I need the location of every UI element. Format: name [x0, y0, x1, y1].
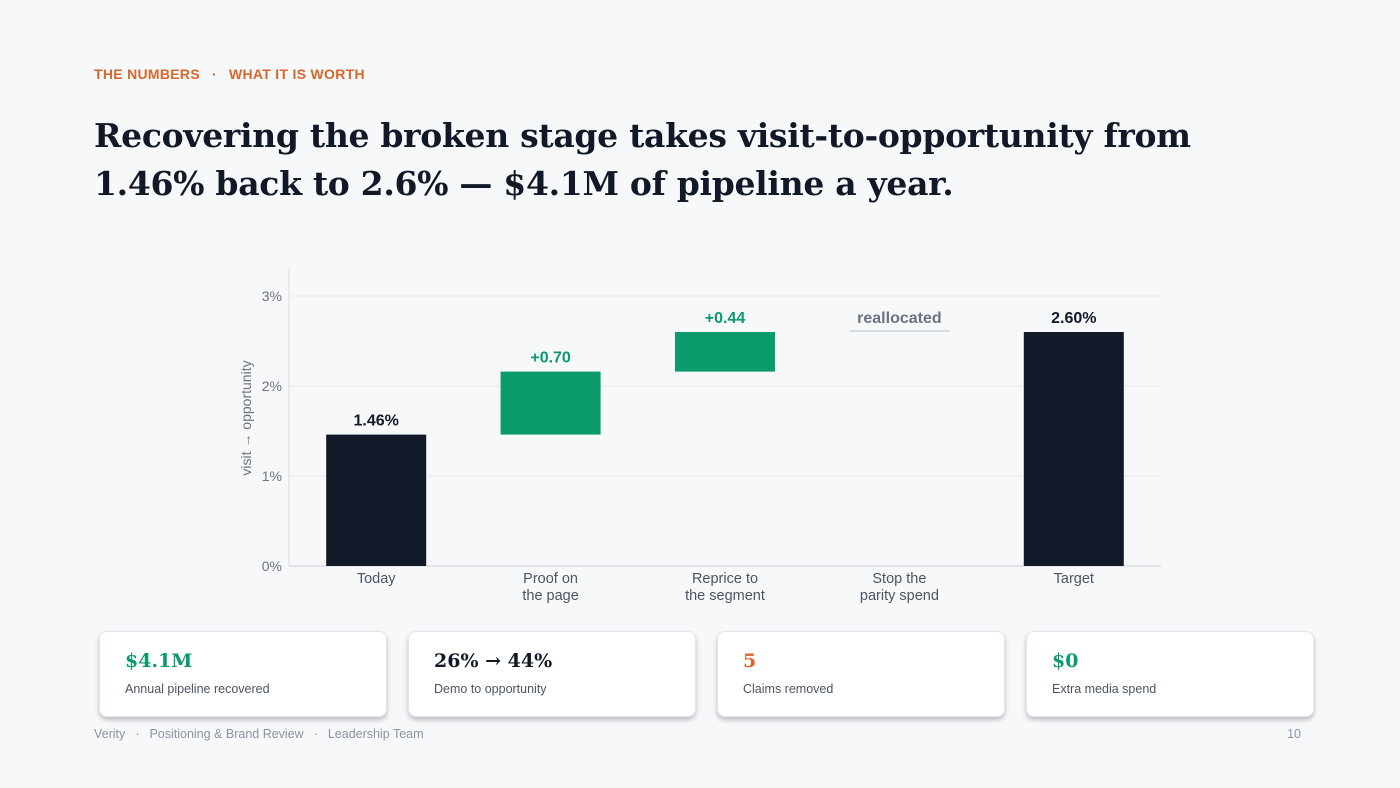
x-tick-label: parity spend [860, 588, 939, 604]
x-tick-label: Target [1054, 571, 1094, 587]
x-tick-label: Reprice to [692, 571, 758, 587]
page-number: 10 [1287, 727, 1301, 741]
y-tick-label: 3% [262, 288, 282, 304]
kpi-value: 5 [743, 650, 757, 672]
kpi-card-media: $0 Extra media spend [1026, 631, 1314, 717]
delta-bar [500, 371, 601, 435]
x-tick-label: Stop the [872, 571, 926, 587]
kpi-card-claims: 5 Claims removed [717, 631, 1005, 717]
footer: Verity · Positioning & Brand Review · Le… [94, 727, 424, 741]
kpi-label: Annual pipeline recovered [125, 682, 270, 696]
footer-separator: · [313, 727, 318, 741]
y-tick-label: 1% [262, 468, 282, 484]
kpi-value: $4.1M [125, 650, 193, 672]
eyebrow-section: THE NUMBERS [94, 66, 200, 82]
kpi-value: $0 [1052, 650, 1079, 672]
delta-bar [675, 332, 775, 372]
kpi-card-demo: 26% → 44% Demo to opportunity [408, 631, 696, 717]
x-tick-label: the segment [685, 588, 765, 604]
y-tick-label: 2% [262, 378, 282, 394]
total-bar [326, 434, 427, 566]
kpi-cards: $4.1M Annual pipeline recovered 26% → 44… [99, 631, 1314, 717]
eyebrow-subsection: WHAT IT IS WORTH [228, 66, 365, 82]
page-title: Recovering the broken stage takes visit-… [94, 116, 1191, 203]
kpi-label: Demo to opportunity [434, 682, 547, 696]
data-label: 2.60% [1051, 310, 1096, 327]
data-label: +0.70 [530, 350, 571, 367]
eyebrow-separator: · [211, 66, 217, 82]
kpi-label: Claims removed [743, 682, 834, 696]
data-label: +0.44 [705, 310, 746, 327]
footer-brand: Verity [94, 727, 126, 741]
total-bar [1023, 332, 1124, 566]
eyebrow: THE NUMBERS · WHAT IT IS WORTH [94, 66, 365, 82]
x-tick-label: Proof on [523, 571, 578, 587]
footer-audience: Leadership Team [327, 727, 424, 741]
x-tick-label: the page [522, 588, 578, 604]
kpi-card-pipeline: $4.1M Annual pipeline recovered [99, 631, 387, 717]
data-label: 1.46% [354, 413, 399, 430]
kpi-label: Extra media spend [1052, 682, 1157, 696]
note-label: reallocated [857, 310, 941, 327]
x-tick-label: Today [357, 571, 396, 587]
footer-separator: · [135, 727, 140, 741]
footer-deck: Positioning & Brand Review [149, 727, 304, 741]
y-tick-label: 0% [262, 558, 282, 574]
kpi-value: 26% → 44% [434, 650, 553, 672]
y-axis-label: visit → opportunity [238, 360, 254, 475]
